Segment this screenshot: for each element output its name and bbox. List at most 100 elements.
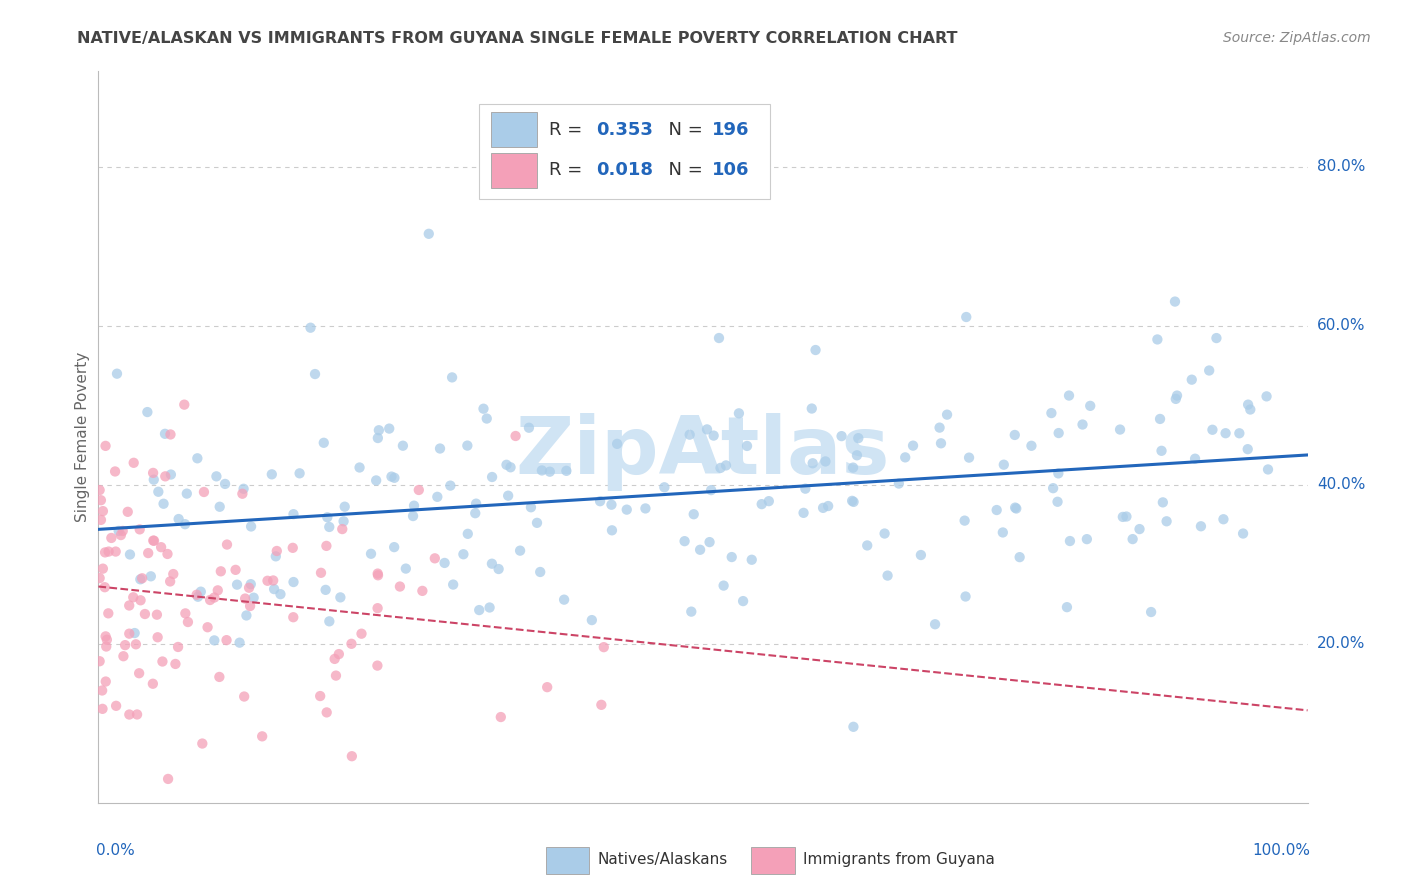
Text: 196: 196 [711, 121, 749, 139]
Point [1047, 425, 1070, 440]
Point [104, 544, 127, 558]
Point [1236, 442, 1258, 457]
Point [332, 514, 354, 528]
Point [1078, 399, 1101, 413]
Point [472, 401, 495, 416]
Point [309, 689, 332, 703]
Point [142, 533, 165, 548]
Point [118, 626, 141, 640]
Point [350, 626, 373, 640]
Point [366, 658, 388, 673]
Point [264, 549, 287, 564]
Point [1256, 389, 1278, 403]
Point [1227, 426, 1250, 441]
Point [696, 422, 718, 436]
Point [453, 547, 475, 561]
Text: 60.0%: 60.0% [1317, 318, 1365, 334]
Point [143, 533, 166, 548]
Point [1021, 439, 1043, 453]
Point [315, 582, 337, 597]
Point [208, 670, 231, 684]
Point [329, 591, 352, 605]
Point [654, 480, 676, 494]
Point [176, 486, 198, 500]
Point [1057, 388, 1080, 402]
Point [104, 465, 127, 479]
Point [707, 331, 730, 345]
Point [555, 464, 578, 478]
Point [269, 587, 291, 601]
Point [380, 469, 402, 483]
Point [340, 749, 363, 764]
Point [817, 499, 839, 513]
Point [105, 698, 128, 713]
Point [152, 655, 174, 669]
Point [125, 637, 148, 651]
Text: R =: R = [550, 161, 589, 179]
Point [333, 500, 356, 514]
Point [1115, 509, 1137, 524]
Point [122, 456, 145, 470]
Point [703, 428, 725, 442]
Point [202, 633, 225, 648]
Point [136, 405, 159, 419]
Point [1109, 423, 1132, 437]
Point [1150, 443, 1173, 458]
Point [1205, 331, 1227, 345]
Point [100, 531, 122, 545]
Point [758, 494, 780, 508]
Point [700, 483, 723, 497]
Point [238, 581, 260, 595]
Point [136, 546, 159, 560]
Point [733, 594, 755, 608]
Point [157, 772, 180, 786]
Point [495, 458, 517, 472]
Point [117, 505, 139, 519]
Point [299, 320, 322, 334]
Point [139, 569, 162, 583]
Point [433, 556, 456, 570]
Point [165, 657, 187, 671]
Point [174, 607, 197, 621]
Point [281, 541, 304, 555]
Point [411, 583, 433, 598]
Point [232, 482, 254, 496]
Point [1149, 412, 1171, 426]
Point [842, 720, 865, 734]
Point [606, 437, 628, 451]
Point [134, 607, 156, 621]
Point [928, 420, 950, 434]
Point [131, 571, 153, 585]
Point [814, 454, 837, 468]
Point [91, 504, 114, 518]
Point [689, 542, 711, 557]
Point [260, 467, 283, 482]
Point [842, 495, 865, 509]
Point [114, 638, 136, 652]
Point [156, 547, 179, 561]
Point [162, 567, 184, 582]
Point [1059, 534, 1081, 549]
Point [456, 439, 478, 453]
Point [142, 473, 165, 487]
Point [392, 439, 415, 453]
Point [991, 525, 1014, 540]
Point [499, 460, 522, 475]
Point [1164, 294, 1187, 309]
Point [929, 436, 952, 450]
Point [118, 548, 141, 562]
Point [94, 629, 117, 643]
Point [91, 683, 114, 698]
Point [1140, 605, 1163, 619]
Point [751, 497, 773, 511]
Point [509, 543, 531, 558]
Point [538, 465, 561, 479]
Point [167, 512, 190, 526]
Point [315, 539, 337, 553]
Point [191, 737, 214, 751]
Point [1215, 426, 1237, 441]
Point [478, 600, 501, 615]
Point [709, 461, 731, 475]
Point [198, 593, 221, 607]
Point [128, 666, 150, 681]
